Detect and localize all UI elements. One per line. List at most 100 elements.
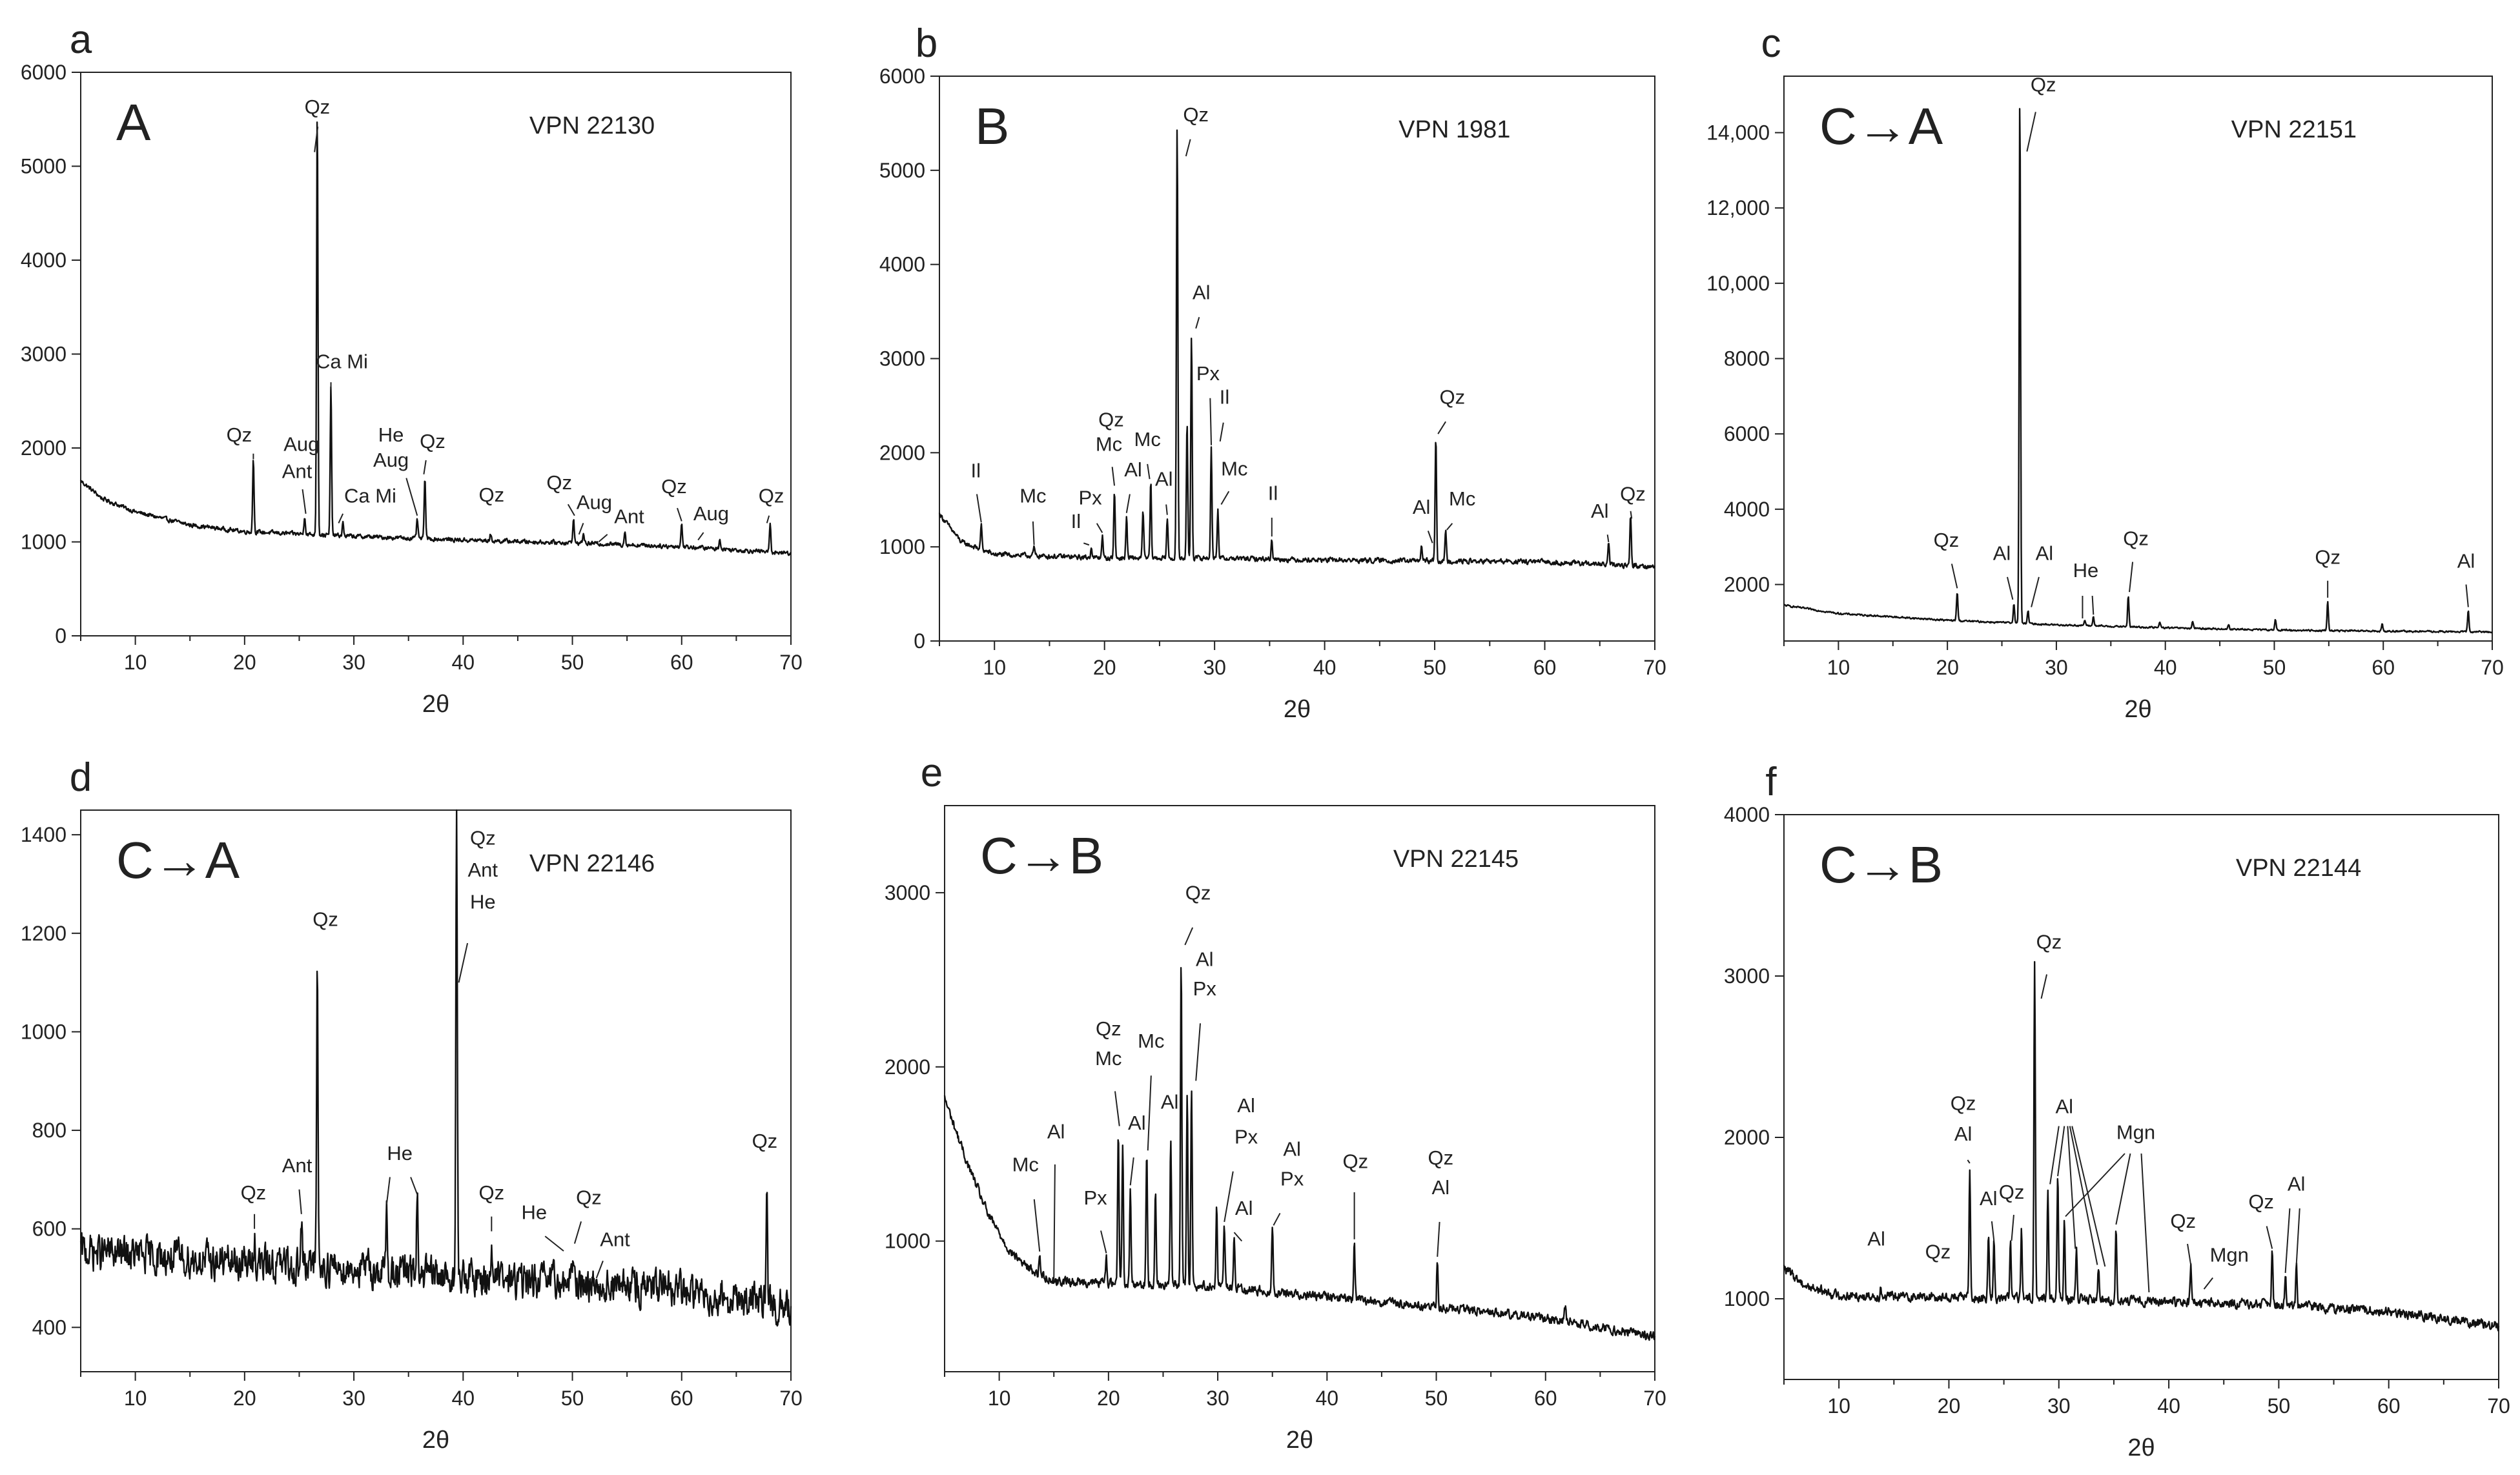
panel-c: 10 20 30 40 50 60 70 2000 4000 6000 8000 10,000 12,0… [1706, 21, 2504, 723]
x-tick-label: 70 [779, 1387, 803, 1410]
peak-label: Qz [1620, 483, 1646, 505]
peak-label: Al [1954, 1123, 1972, 1145]
y-tick-label: 1000 [885, 1230, 930, 1253]
annotation-leader [1053, 1164, 1056, 1279]
y-tick-label: 4000 [879, 253, 925, 276]
peak-label: Px [1280, 1167, 1304, 1190]
peak-label: Qz [1098, 409, 1124, 431]
peak-label: Al [1980, 1187, 1998, 1210]
y-tick-label: 5000 [21, 155, 67, 178]
annotation-leader [314, 127, 319, 152]
annotation-leader [302, 489, 307, 514]
plot-frame [1783, 814, 2499, 1380]
peak-label: Al [1432, 1176, 1450, 1199]
x-tick-label: 50 [2268, 1394, 2291, 1418]
x-tick-label: 40 [1316, 1387, 1339, 1410]
class-label: C→A [1819, 97, 1943, 155]
y-tick-label: 3000 [879, 347, 925, 371]
annotation-leader [2140, 1153, 2150, 1293]
peak-label: Qz [576, 1186, 602, 1209]
peak-label: Qz [478, 483, 504, 506]
x-tick-label: 40 [452, 651, 475, 674]
sample-label: VPN 1981 [1398, 116, 1510, 143]
xrd-trace [943, 967, 1656, 1341]
x-tick-label: 20 [233, 1387, 256, 1410]
peak-label: Mc [1449, 487, 1475, 510]
annotation-leader [677, 507, 682, 522]
annotation-leader [976, 494, 982, 523]
x-tick-label: 60 [670, 1387, 693, 1410]
x-tick-label: 20 [1097, 1387, 1120, 1410]
annotation-leader [1967, 1159, 1971, 1164]
xrd-trace [938, 129, 1656, 570]
annotation-leader [1220, 491, 1230, 505]
peak-label: Il [1268, 482, 1278, 504]
annotation-leader [567, 504, 575, 516]
x-tick-label: 50 [1423, 656, 1446, 679]
x-tick-label: 10 [1827, 656, 1850, 679]
x-tick-label: 30 [1203, 656, 1226, 679]
y-tick-label: 3000 [885, 881, 930, 904]
peak-label: Qz [1925, 1241, 1951, 1263]
plot-frame [80, 809, 792, 1372]
annotation-leader [2187, 1243, 2192, 1265]
annotation-leader [2040, 974, 2048, 999]
peak-label: Qz [2123, 527, 2149, 549]
peak-label: Ca Mi [344, 484, 396, 507]
x-tick-label: 30 [1206, 1387, 1229, 1410]
annotation-leader [1991, 1221, 1995, 1241]
x-tick-label: 10 [124, 1387, 147, 1410]
annotation-leader [2069, 1126, 2098, 1265]
x-tick-label: 20 [1936, 656, 1959, 679]
x-tick-label: 50 [561, 1387, 584, 1410]
peak-label: Qz [305, 96, 331, 118]
x-tick-label: 70 [2481, 656, 2504, 679]
x-tick-label: 70 [779, 651, 803, 674]
peak-label: Px [1083, 1186, 1107, 1209]
panel-d: 10 20 30 40 50 60 70 400 600 800 1000 1200 1400 2θ d C→… [21, 755, 803, 1454]
annotation-leader [2091, 595, 2095, 615]
annotation-leader [1195, 1023, 1201, 1081]
annotation-leader [2129, 562, 2134, 593]
annotation-leader [2295, 1208, 2300, 1265]
x-tick-label: 70 [1643, 656, 1666, 679]
annotation-leader [1114, 1091, 1120, 1126]
peak-label: Mc [1134, 428, 1161, 451]
peak-label: Al [1237, 1094, 1255, 1117]
peak-label: Qz [1183, 103, 1209, 126]
annotation-leader [1184, 927, 1194, 946]
y-tick-label: 0 [55, 624, 67, 647]
annotation-leader [1111, 467, 1116, 486]
peak-label: Qz [2170, 1210, 2196, 1232]
annotation-leader [1951, 564, 1958, 589]
y-tick-label: 800 [32, 1119, 67, 1142]
annotation-leader [1209, 398, 1213, 445]
peak-label: Qz [752, 1130, 778, 1152]
annotation-leader [1125, 494, 1131, 513]
peak-label: He [521, 1201, 547, 1223]
peak-label: Mc [1096, 432, 1122, 455]
peak-label: Qz [227, 423, 252, 446]
peak-label: Qz [1999, 1181, 2025, 1203]
peak-label: Ant [614, 505, 644, 527]
y-tick-label: 14,000 [1706, 121, 1770, 145]
panel-letter: e [921, 751, 943, 795]
peak-label: Px [1193, 977, 1217, 1000]
peak-label: Al [1047, 1120, 1065, 1143]
plot-frame [80, 72, 792, 636]
plot-frame [944, 805, 1655, 1372]
y-tick-label: 6000 [21, 61, 67, 84]
peak-label: Qz [478, 1181, 504, 1204]
y-tick-label: 4000 [1724, 803, 1770, 826]
panel-letter: d [70, 755, 92, 800]
annotation-leader [298, 1189, 302, 1214]
peak-label: Qz [1428, 1146, 1453, 1169]
peak-label: He [2073, 559, 2099, 582]
annotation-leader [405, 478, 418, 516]
peak-label: Mgn [2116, 1121, 2155, 1144]
peak-label: Al [2055, 1095, 2073, 1118]
x-axis-label: 2θ [2124, 696, 2151, 723]
x-axis-label: 2θ [1284, 696, 1311, 723]
panel-e: 10 20 30 40 50 60 70 1000 2000 3000 2θ e C→B VPN 2214… [885, 751, 1666, 1454]
annotation-leader [766, 515, 770, 524]
